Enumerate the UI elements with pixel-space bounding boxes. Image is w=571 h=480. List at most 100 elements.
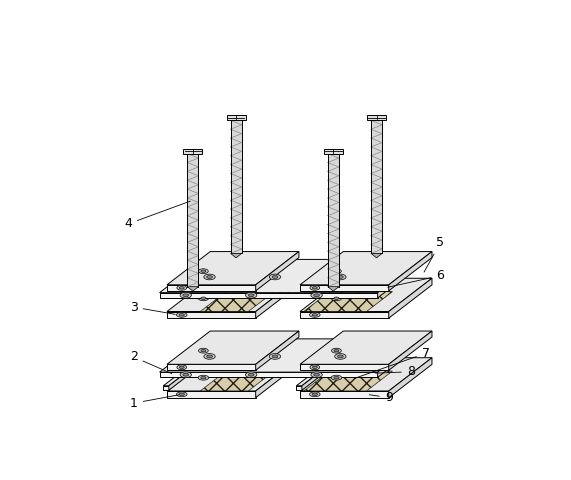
Polygon shape — [300, 278, 432, 312]
Ellipse shape — [335, 274, 346, 280]
Ellipse shape — [177, 365, 187, 370]
Polygon shape — [167, 358, 299, 391]
Ellipse shape — [272, 355, 278, 358]
Polygon shape — [231, 120, 242, 253]
Ellipse shape — [334, 297, 339, 300]
Ellipse shape — [332, 348, 341, 353]
Polygon shape — [324, 149, 343, 154]
Ellipse shape — [312, 393, 317, 396]
Polygon shape — [169, 358, 206, 390]
Polygon shape — [300, 285, 389, 291]
Ellipse shape — [198, 296, 208, 300]
Text: 5: 5 — [424, 236, 444, 272]
Ellipse shape — [204, 274, 215, 280]
Polygon shape — [167, 331, 299, 364]
Polygon shape — [328, 287, 339, 291]
Polygon shape — [300, 331, 432, 364]
Polygon shape — [304, 371, 392, 391]
Ellipse shape — [180, 372, 191, 378]
Ellipse shape — [270, 274, 280, 280]
Ellipse shape — [179, 313, 184, 316]
Ellipse shape — [272, 276, 278, 278]
Polygon shape — [167, 391, 256, 397]
Ellipse shape — [179, 366, 184, 369]
Polygon shape — [389, 278, 432, 318]
Polygon shape — [159, 339, 421, 372]
Ellipse shape — [312, 287, 317, 289]
Ellipse shape — [201, 349, 206, 352]
Polygon shape — [227, 115, 246, 120]
Ellipse shape — [331, 375, 341, 380]
Polygon shape — [371, 120, 382, 253]
Polygon shape — [167, 285, 256, 291]
Ellipse shape — [311, 372, 322, 378]
Polygon shape — [328, 154, 339, 287]
Polygon shape — [304, 291, 392, 312]
Polygon shape — [296, 386, 302, 390]
Polygon shape — [389, 252, 432, 291]
Polygon shape — [256, 358, 299, 397]
Ellipse shape — [331, 296, 341, 300]
Ellipse shape — [309, 312, 320, 317]
Ellipse shape — [313, 294, 319, 297]
Polygon shape — [231, 253, 242, 258]
Polygon shape — [167, 252, 299, 285]
Polygon shape — [300, 364, 389, 370]
Polygon shape — [167, 278, 299, 312]
Ellipse shape — [312, 366, 317, 369]
Ellipse shape — [177, 286, 187, 290]
Ellipse shape — [183, 373, 188, 376]
Ellipse shape — [246, 372, 257, 378]
Polygon shape — [159, 372, 377, 377]
Polygon shape — [163, 386, 169, 390]
Text: 7: 7 — [355, 347, 430, 378]
Ellipse shape — [204, 354, 215, 359]
Ellipse shape — [309, 392, 320, 397]
Polygon shape — [389, 358, 432, 397]
Text: 9: 9 — [369, 391, 393, 404]
Polygon shape — [302, 358, 339, 390]
Polygon shape — [163, 358, 206, 386]
Polygon shape — [371, 253, 382, 258]
Polygon shape — [187, 154, 198, 287]
Ellipse shape — [248, 373, 254, 376]
Ellipse shape — [334, 376, 339, 379]
Polygon shape — [159, 293, 377, 298]
Ellipse shape — [337, 276, 343, 278]
Polygon shape — [367, 115, 386, 120]
Ellipse shape — [179, 393, 184, 396]
Polygon shape — [300, 252, 432, 285]
Polygon shape — [167, 312, 256, 318]
Polygon shape — [200, 371, 274, 391]
Polygon shape — [377, 259, 421, 298]
Polygon shape — [377, 339, 421, 377]
Ellipse shape — [179, 287, 184, 289]
Ellipse shape — [201, 376, 206, 379]
Polygon shape — [159, 259, 421, 293]
Ellipse shape — [176, 312, 187, 317]
Polygon shape — [187, 287, 198, 291]
Polygon shape — [300, 358, 432, 391]
Ellipse shape — [198, 375, 208, 380]
Polygon shape — [389, 331, 432, 370]
Text: 6: 6 — [388, 269, 444, 287]
Polygon shape — [167, 364, 256, 370]
Ellipse shape — [332, 269, 341, 274]
Ellipse shape — [201, 270, 206, 273]
Ellipse shape — [335, 354, 346, 359]
Ellipse shape — [199, 269, 208, 274]
Ellipse shape — [201, 297, 206, 300]
Ellipse shape — [310, 286, 320, 290]
Ellipse shape — [312, 313, 317, 316]
Ellipse shape — [207, 355, 212, 358]
Polygon shape — [296, 358, 339, 386]
Polygon shape — [183, 149, 202, 154]
Ellipse shape — [313, 373, 319, 376]
Text: 1: 1 — [130, 395, 179, 409]
Ellipse shape — [270, 354, 280, 359]
Ellipse shape — [337, 355, 343, 358]
Polygon shape — [200, 291, 274, 312]
Text: 3: 3 — [130, 300, 175, 314]
Ellipse shape — [207, 276, 212, 278]
Ellipse shape — [180, 292, 191, 298]
